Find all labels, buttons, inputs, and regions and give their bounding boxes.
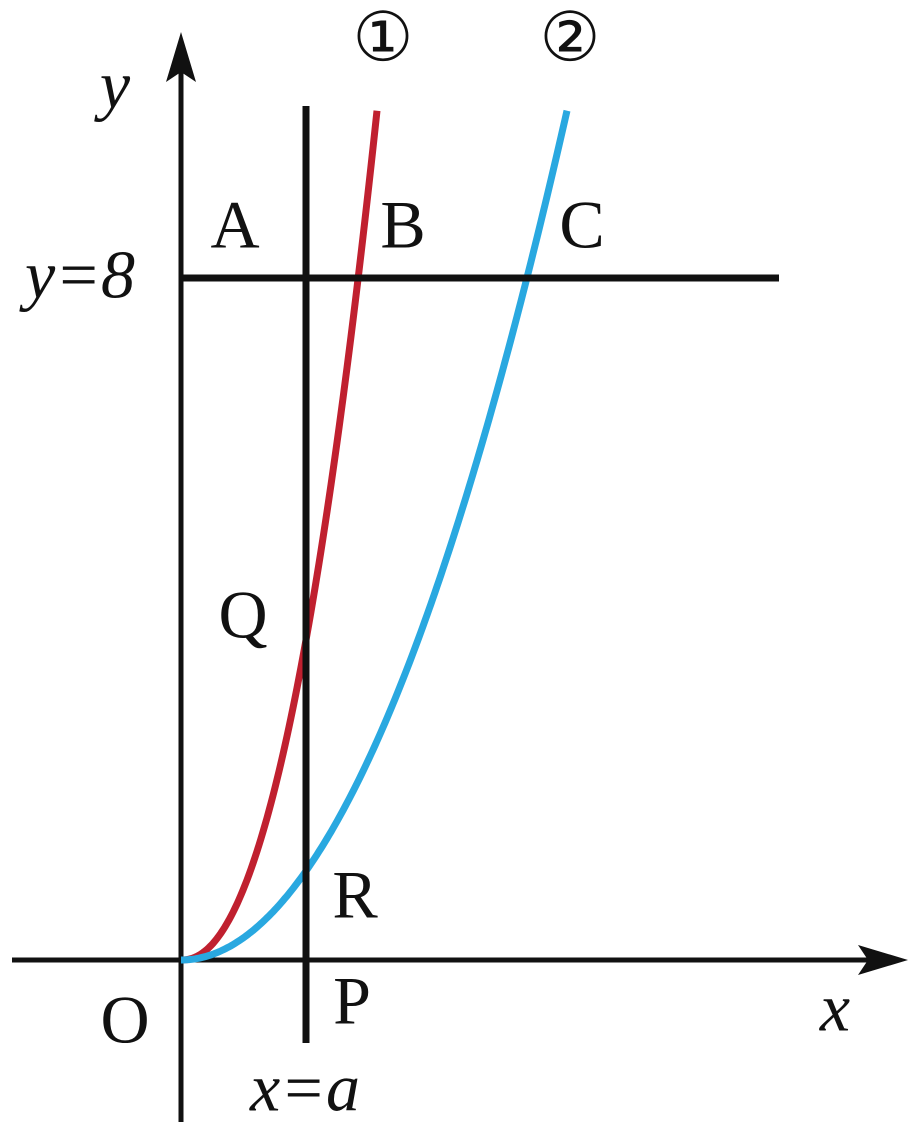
x-arrow — [858, 945, 908, 975]
y-arrow — [166, 32, 196, 82]
point-label: C — [559, 187, 604, 263]
y-label: y — [94, 47, 131, 123]
origin-label: O — [100, 982, 149, 1058]
line-label: x=a — [249, 1050, 360, 1126]
point-label: B — [380, 187, 425, 263]
point-label: Q — [218, 577, 267, 653]
curve-1 — [181, 110, 381, 964]
curve-label: ② — [540, 0, 601, 76]
curve-2 — [181, 109, 571, 964]
point-label: P — [333, 963, 371, 1039]
point-label: R — [332, 857, 378, 933]
x-label: x — [819, 970, 850, 1046]
curve-label: ① — [353, 0, 414, 76]
point-label: A — [210, 187, 259, 263]
line-label: y=8 — [19, 237, 135, 313]
